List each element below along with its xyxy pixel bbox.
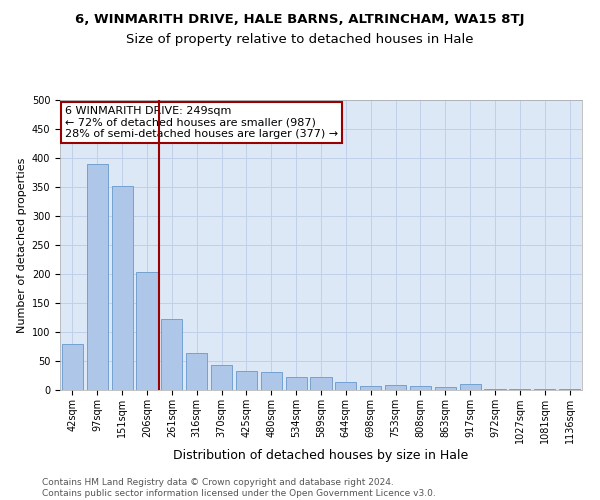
Bar [484,389,506,390]
Text: Size of property relative to detached houses in Hale: Size of property relative to detached ho… [126,32,474,46]
Bar [186,354,207,390]
Bar [236,372,257,390]
Bar [136,272,158,390]
Bar [261,372,282,390]
Bar [460,384,481,390]
Text: 6, WINMARITH DRIVE, HALE BARNS, ALTRINCHAM, WA15 8TJ: 6, WINMARITH DRIVE, HALE BARNS, ALTRINCH… [75,12,525,26]
Bar [161,319,182,390]
Bar [559,389,580,390]
Text: 6 WINMARITH DRIVE: 249sqm
← 72% of detached houses are smaller (987)
28% of semi: 6 WINMARITH DRIVE: 249sqm ← 72% of detac… [65,106,338,139]
Bar [435,387,456,390]
Bar [385,386,406,390]
Bar [335,382,356,390]
Bar [310,376,332,390]
Bar [211,365,232,390]
Bar [360,386,381,390]
Bar [286,376,307,390]
Bar [410,386,431,390]
Bar [112,186,133,390]
Bar [62,344,83,390]
Y-axis label: Number of detached properties: Number of detached properties [17,158,28,332]
Bar [87,164,108,390]
Text: Contains HM Land Registry data © Crown copyright and database right 2024.
Contai: Contains HM Land Registry data © Crown c… [42,478,436,498]
X-axis label: Distribution of detached houses by size in Hale: Distribution of detached houses by size … [173,448,469,462]
